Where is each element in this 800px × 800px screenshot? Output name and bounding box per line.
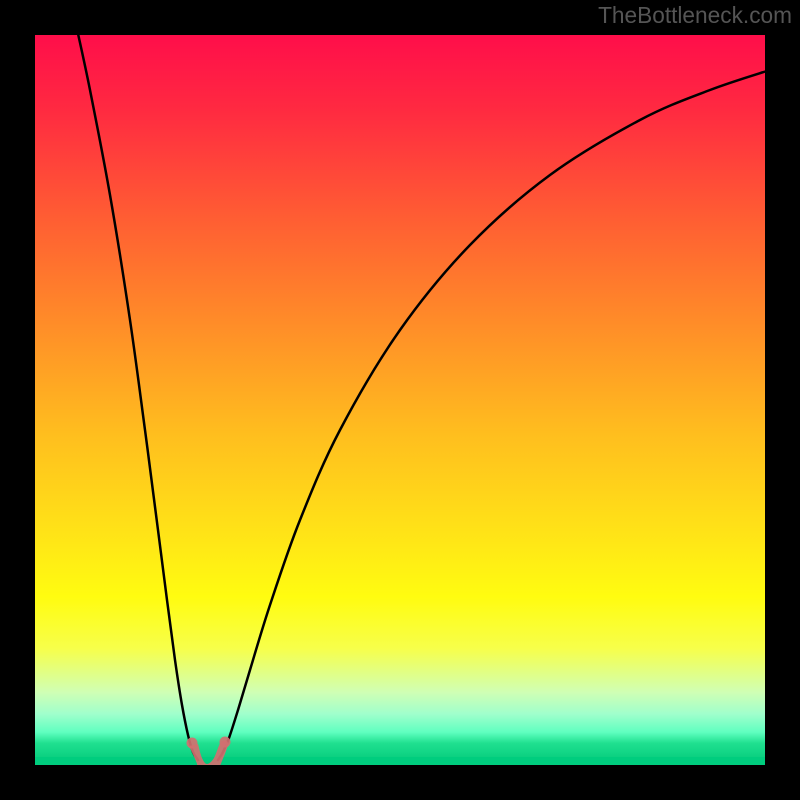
watermark-text: TheBottleneck.com: [598, 2, 792, 29]
chart-svg: [0, 0, 800, 800]
bottleneck-chart: TheBottleneck.com: [0, 0, 800, 800]
